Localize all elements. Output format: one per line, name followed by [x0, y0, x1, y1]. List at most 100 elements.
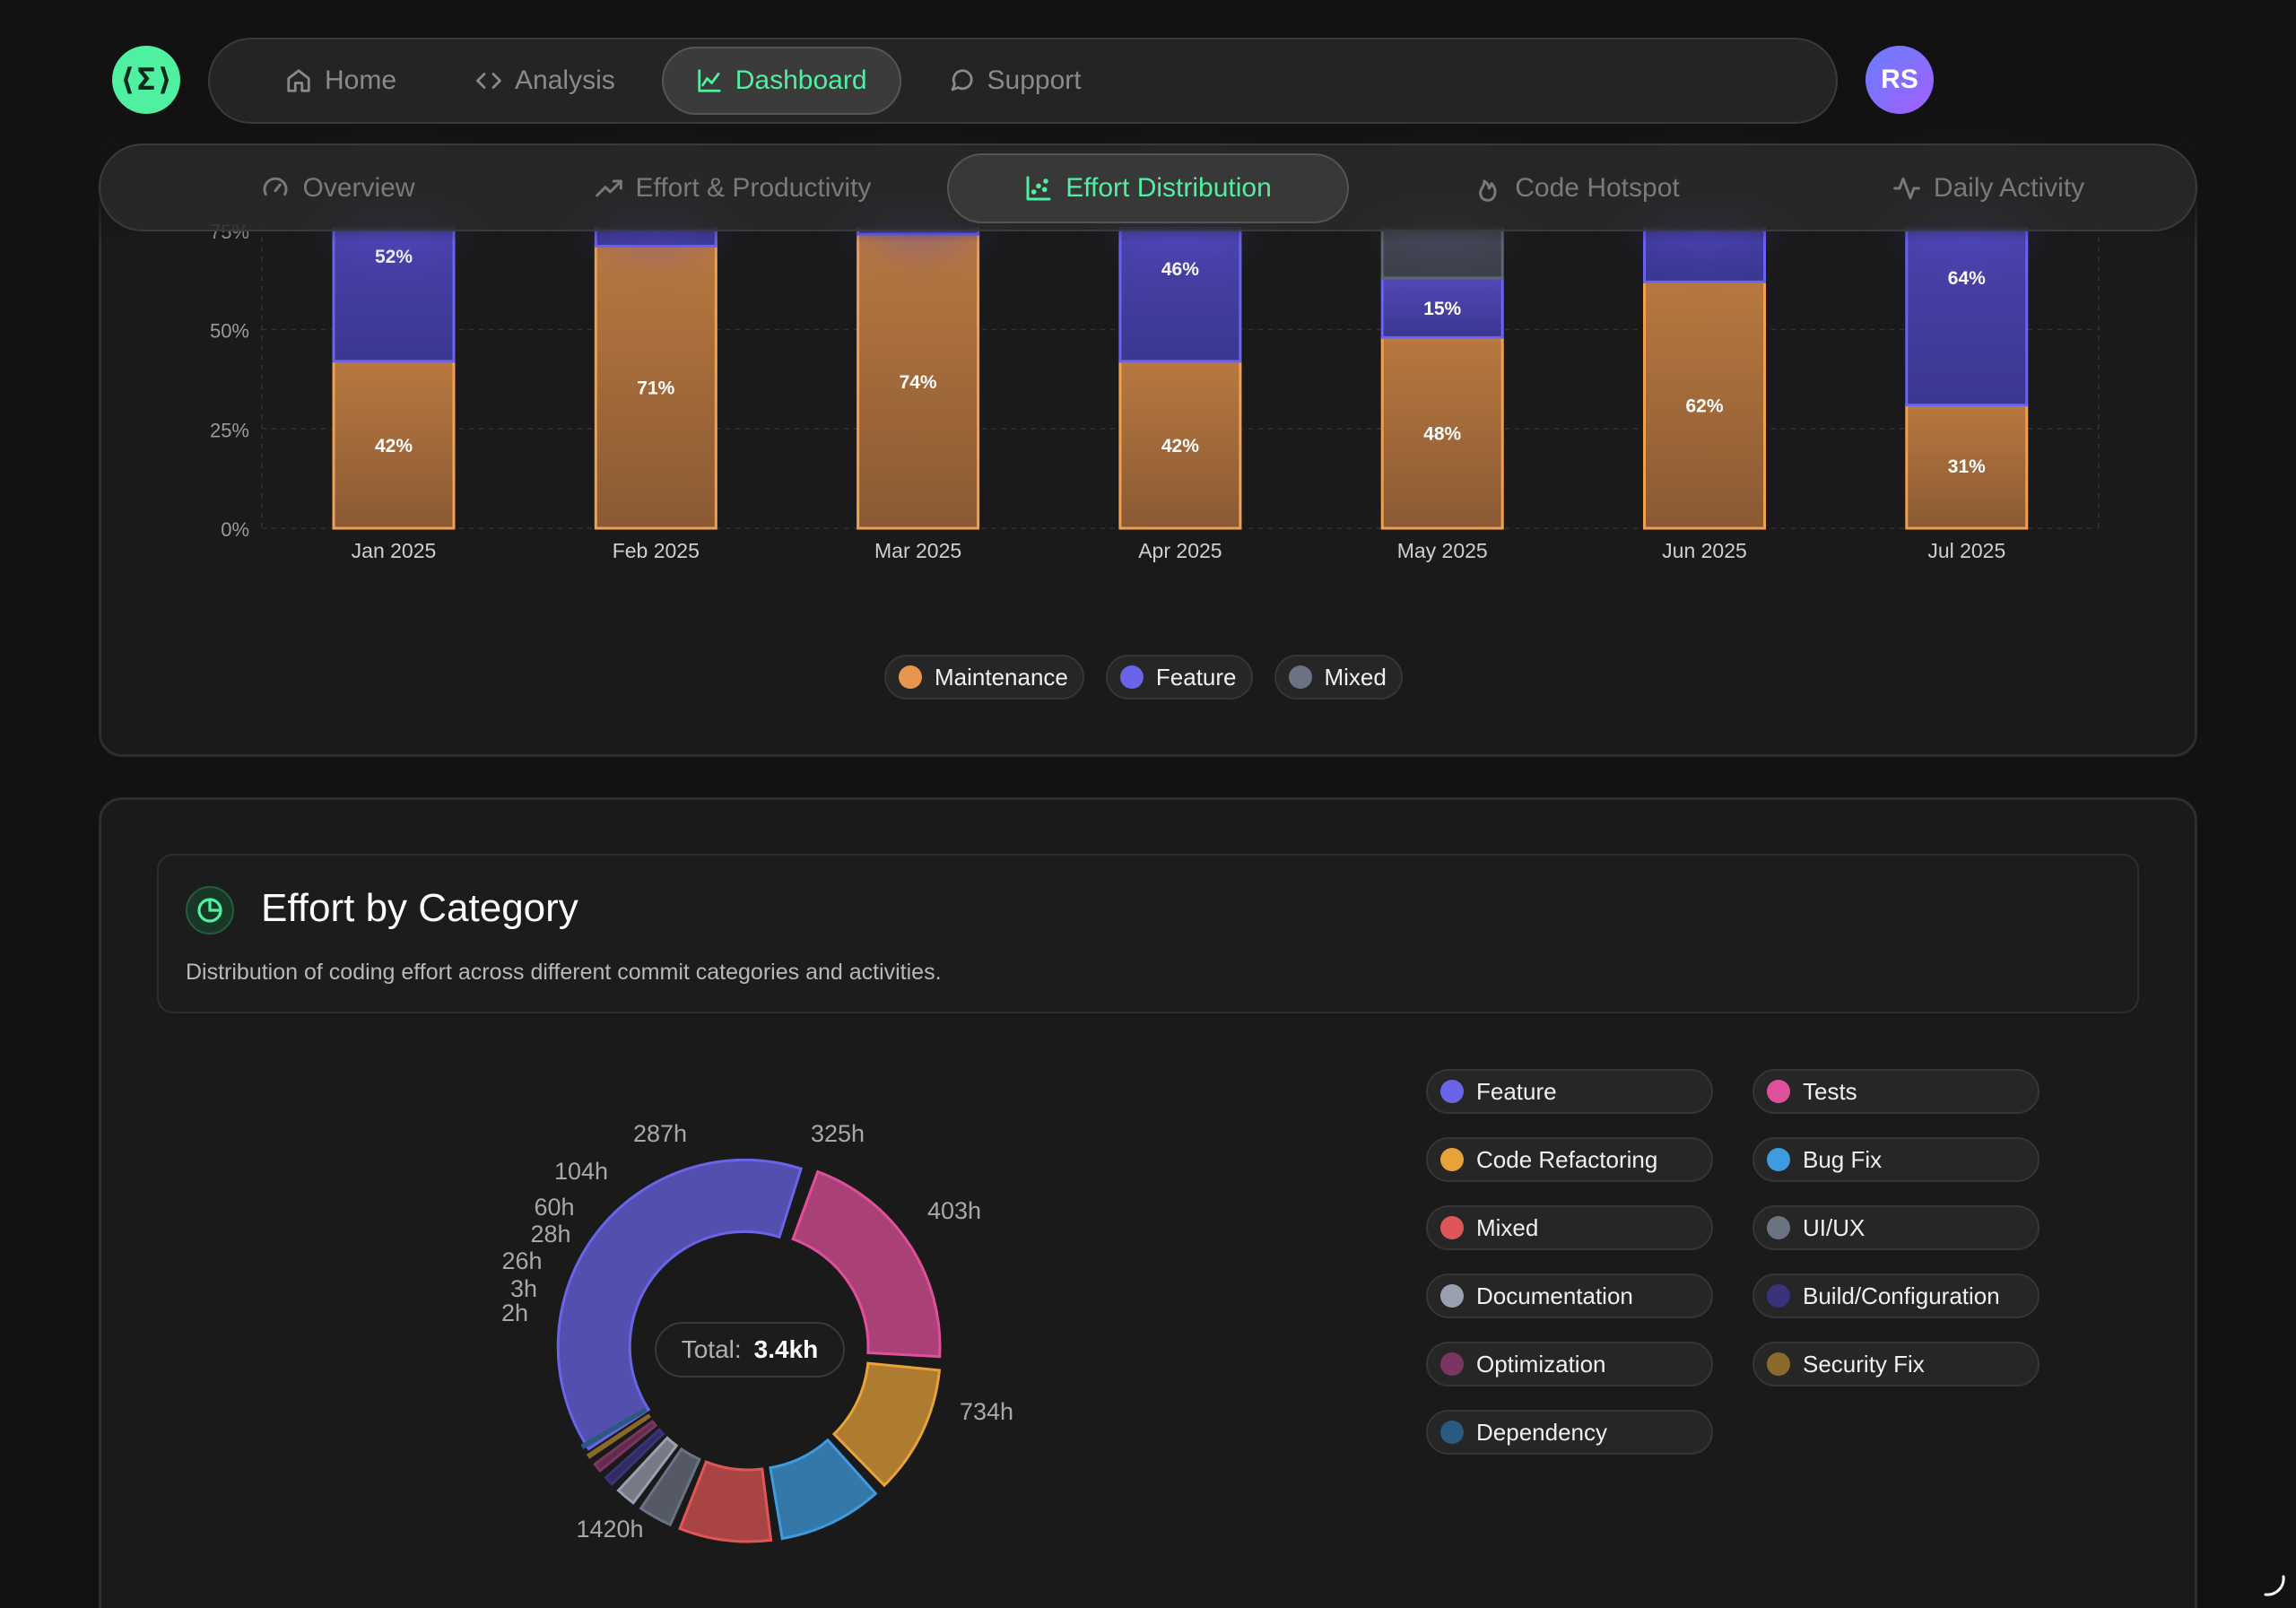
pulse-icon	[1893, 177, 1920, 200]
slice-label: 60h	[534, 1194, 574, 1221]
category-legend-item[interactable]: Feature	[1426, 1069, 1713, 1114]
y-tick-label: 0%	[221, 518, 249, 541]
bar-segment-maintenance[interactable]	[594, 244, 718, 530]
slice-label: 287h	[633, 1120, 687, 1147]
donut-slice[interactable]	[639, 1447, 701, 1527]
donut-slice[interactable]	[604, 1428, 665, 1487]
donut-slice[interactable]	[831, 1361, 942, 1488]
legend-dot	[1288, 665, 1312, 689]
effort-category-card: Effort by Category Distribution of codin…	[99, 797, 2197, 1608]
bar-segment-maintenance[interactable]	[1380, 335, 1504, 530]
nav-dashboard[interactable]: Dashboard	[661, 47, 901, 115]
donut-slice[interactable]	[616, 1436, 679, 1505]
legend-dot	[1767, 1216, 1790, 1239]
category-legend-item[interactable]: Build/Configuration	[1752, 1273, 2039, 1318]
tab-code-hotspot-label: Code Hotspot	[1515, 173, 1680, 203]
x-tick-label: Feb 2025	[613, 539, 700, 562]
tab-effort-distribution[interactable]: Effort Distribution	[947, 153, 1349, 223]
category-legend-item[interactable]: Tests	[1752, 1069, 2039, 1114]
legend-label: Feature	[1476, 1077, 1557, 1105]
legend-dot	[1440, 1080, 1464, 1103]
bar-segment-feature[interactable]	[1118, 178, 1242, 363]
category-legend-item[interactable]: Documentation	[1426, 1273, 1713, 1318]
legend-dot	[1767, 1080, 1790, 1103]
nav-home[interactable]: Home	[253, 47, 429, 115]
bar-segment-maintenance[interactable]	[857, 232, 980, 530]
legend-feature[interactable]: Feature	[1105, 655, 1253, 700]
bar-segment-maintenance[interactable]	[1118, 360, 1242, 530]
nav-home-label: Home	[325, 65, 397, 95]
bar-data-label: 74%	[900, 372, 937, 393]
legend-label: Code Refactoring	[1476, 1145, 1658, 1173]
legend-label: Mixed	[1476, 1213, 1539, 1241]
pie-chart-icon	[186, 886, 234, 934]
tab-code-hotspot[interactable]: Code Hotspot	[1460, 153, 1693, 223]
category-legend-item[interactable]: Mixed	[1426, 1205, 1713, 1250]
trend-icon	[595, 179, 622, 197]
legend-label: Feature	[1155, 663, 1237, 691]
slice-label: 3h	[510, 1275, 537, 1302]
donut-slice[interactable]	[556, 1158, 804, 1451]
total-label: Total:	[681, 1335, 742, 1363]
monthly-legend: Maintenance Feature Mixed	[884, 655, 1403, 700]
category-legend-item[interactable]: Bug Fix	[1752, 1137, 2039, 1182]
bar-data-label: 31%	[1948, 456, 1986, 477]
y-tick-label: 50%	[210, 320, 249, 343]
bar-data-label: 42%	[375, 436, 413, 456]
slice-label: 403h	[927, 1197, 981, 1224]
category-legend-item[interactable]: Optimization	[1426, 1342, 1713, 1386]
scatter-icon	[1026, 176, 1051, 201]
tab-effort-productivity[interactable]: Effort & Productivity	[585, 153, 881, 223]
category-legend-item[interactable]: UI/UX	[1752, 1205, 2039, 1250]
loading-spinner-icon	[2264, 1575, 2285, 1596]
legend-dot	[1440, 1284, 1464, 1308]
nav-support[interactable]: Support	[916, 47, 1114, 115]
legend-label: Security Fix	[1803, 1350, 1925, 1378]
bar-data-label: 62%	[1685, 396, 1723, 417]
bar-segment-maintenance[interactable]	[1643, 280, 1766, 530]
category-legend-item[interactable]: Security Fix	[1752, 1342, 2039, 1386]
legend-label: Bug Fix	[1803, 1145, 1883, 1173]
donut-slice[interactable]	[586, 1413, 651, 1459]
legend-label: UI/UX	[1803, 1213, 1866, 1241]
dashboard-tabs: Overview Effort & Productivity Effort Di…	[99, 143, 2197, 231]
app-logo[interactable]: ⟨Σ⟩	[112, 46, 180, 114]
x-tick-label: May 2025	[1397, 539, 1488, 562]
tab-daily-activity[interactable]: Daily Activity	[1876, 153, 2100, 223]
logo-mark: ⟨Σ⟩	[118, 62, 174, 98]
legend-maintenance[interactable]: Maintenance	[884, 655, 1084, 700]
bar-segment-feature[interactable]	[1905, 151, 2029, 407]
donut-slice[interactable]	[580, 1407, 648, 1449]
gauge-icon	[264, 177, 288, 196]
slice-label: 28h	[530, 1221, 570, 1247]
slice-label: 1420h	[576, 1516, 643, 1543]
category-legend-item[interactable]: Dependency	[1426, 1410, 1713, 1455]
bar-data-label: 52%	[375, 247, 413, 267]
bar-data-label: 64%	[1948, 268, 1986, 289]
donut-slice[interactable]	[769, 1438, 878, 1541]
legend-dot	[1440, 1421, 1464, 1444]
tab-overview[interactable]: Overview	[235, 153, 441, 223]
donut-slice[interactable]	[791, 1169, 942, 1359]
donut-slice[interactable]	[593, 1419, 658, 1473]
slice-label: 104h	[554, 1158, 608, 1185]
section-description: Distribution of coding effort across dif…	[186, 960, 942, 985]
donut-slice[interactable]	[678, 1460, 773, 1543]
bar-data-label: 15%	[1423, 299, 1461, 319]
section-header: Effort by Category Distribution of codin…	[157, 854, 2139, 1013]
chart-icon	[698, 69, 721, 92]
total-value: 3.4kh	[753, 1335, 819, 1363]
legend-dot	[1440, 1148, 1464, 1171]
nav-analysis[interactable]: Analysis	[443, 47, 648, 115]
bar-data-label: 48%	[1423, 424, 1461, 445]
slice-label: 734h	[960, 1398, 1013, 1425]
user-avatar[interactable]: RS	[1866, 46, 1934, 114]
bar-segment-maintenance[interactable]	[1905, 404, 2029, 530]
x-tick-label: Jan 2025	[352, 539, 437, 562]
category-legend-item[interactable]: Code Refactoring	[1426, 1137, 1713, 1182]
bar-segment-feature[interactable]	[332, 155, 456, 363]
legend-dot	[1119, 665, 1144, 689]
legend-mixed[interactable]: Mixed	[1274, 655, 1403, 700]
x-tick-label: Jun 2025	[1662, 539, 1747, 562]
